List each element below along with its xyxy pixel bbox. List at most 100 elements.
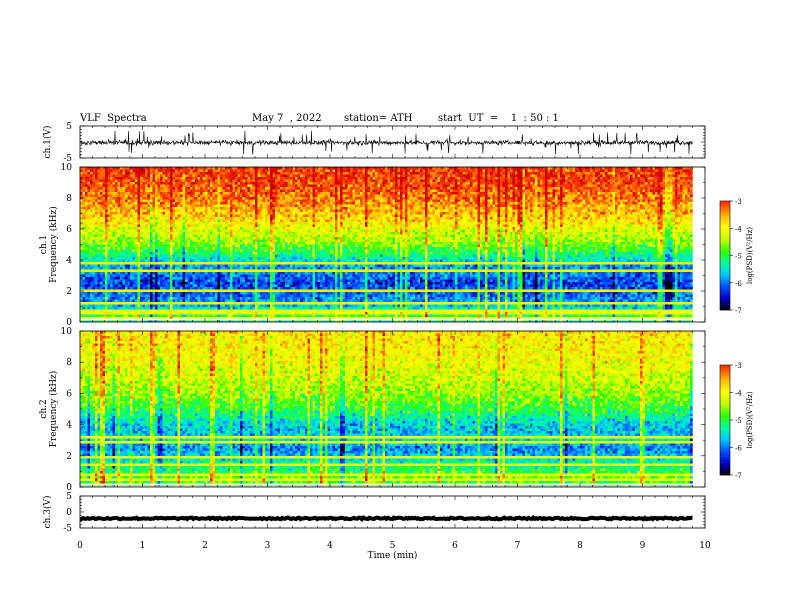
spectrogram-cell <box>180 289 183 293</box>
spectrogram-cell <box>257 237 261 240</box>
spectrogram-cell <box>215 209 218 213</box>
spectrogram-cell <box>177 204 181 208</box>
spectrogram-cell <box>137 179 141 183</box>
spectrogram-cell <box>102 219 106 223</box>
spectrogram-cell <box>197 249 201 253</box>
spectrogram-cell <box>182 167 186 170</box>
spectrogram-cell <box>92 254 96 258</box>
spectrogram-cell <box>110 297 113 300</box>
spectrogram-cell <box>182 312 186 315</box>
spectrogram-cell <box>235 219 238 223</box>
spectrogram-cell <box>140 172 143 175</box>
spectrogram-cell <box>227 219 231 223</box>
spectrogram-cell <box>235 292 238 295</box>
spectrogram-cell <box>127 227 131 230</box>
spectrogram-cell <box>235 237 238 240</box>
spectrogram-cell <box>205 307 208 310</box>
spectrogram-cell <box>145 232 148 235</box>
spectrogram-cell <box>237 224 241 228</box>
spectrogram-cell <box>127 299 131 303</box>
spectrogram-cell <box>177 222 181 225</box>
spectrogram-cell <box>190 194 193 198</box>
spectrogram-cell <box>132 249 136 253</box>
spectrogram-cell <box>227 184 231 188</box>
spectrogram-cell <box>102 192 106 195</box>
spectrogram-cell <box>177 242 181 245</box>
spectrogram-cell <box>277 219 281 223</box>
spectrogram-cell <box>250 239 253 243</box>
spectrogram-cell <box>112 282 116 285</box>
spectrogram-cell <box>255 207 258 210</box>
spectrogram-cell <box>265 319 268 323</box>
spectrogram-cell <box>182 217 186 220</box>
spectrogram-cell <box>247 179 251 183</box>
spectrogram-cell <box>275 294 278 298</box>
spectrogram-cell <box>265 264 268 268</box>
spectrogram-cell <box>162 167 166 170</box>
spectrogram-cell <box>230 229 233 233</box>
spectrogram-cell <box>87 272 91 275</box>
spectrogram-cell <box>267 299 271 303</box>
spectrogram-cell <box>165 237 168 240</box>
spectrogram-cell <box>167 167 171 170</box>
spectrogram-cell <box>267 302 271 305</box>
spectrogram-cell <box>132 194 136 198</box>
spectrogram-cell <box>235 249 238 253</box>
spectrogram-cell <box>225 297 228 300</box>
spectrogram-cell <box>207 304 211 308</box>
spectrogram-cell <box>235 267 238 270</box>
spectrogram-cell <box>167 287 171 290</box>
spectrogram-cell <box>80 279 83 283</box>
spectrogram-cell <box>127 294 131 298</box>
spectrogram-cell <box>182 227 186 230</box>
spectrogram-cell <box>217 309 221 313</box>
spectrogram-cell <box>87 289 91 293</box>
spectrogram-cell <box>135 249 138 253</box>
spectrogram-cell <box>260 167 263 170</box>
spectrogram-cell <box>167 292 171 295</box>
spectrogram-cell <box>252 309 256 313</box>
spectrogram-cell <box>225 194 228 198</box>
spectrogram-cell <box>157 252 161 255</box>
spectrogram-cell <box>215 194 218 198</box>
spectrogram-cell <box>112 264 116 268</box>
spectrogram-cell <box>82 189 86 193</box>
spectrogram-cell <box>195 294 198 298</box>
spectrogram-cell <box>262 267 266 270</box>
spectrogram-cell <box>225 262 228 265</box>
spectrogram-cell <box>277 269 281 273</box>
spectrogram-cell <box>270 217 273 220</box>
spectrogram-cell <box>95 289 98 293</box>
spectrogram-cell <box>102 174 106 178</box>
spectrogram-cell <box>237 284 241 288</box>
spectrogram-cell <box>147 274 151 278</box>
spectrogram-cell <box>147 179 151 183</box>
spectrogram-cell <box>192 239 196 243</box>
spectrogram-cell <box>157 197 161 200</box>
spectrogram-cell <box>175 259 178 263</box>
spectrogram-cell <box>182 232 186 235</box>
spectrogram-cell <box>170 222 173 225</box>
spectrogram-cell <box>270 282 273 285</box>
spectrogram-cell <box>237 302 241 305</box>
spectrogram-cell <box>122 294 126 298</box>
spectrogram-cell <box>170 302 173 305</box>
spectrogram-cell <box>240 212 243 215</box>
spectrogram-cell <box>155 249 158 253</box>
spectrogram-cell <box>122 272 126 275</box>
spectrogram-cell <box>197 219 201 223</box>
spectrogram-cell <box>150 297 153 300</box>
spectrogram-cell <box>200 239 203 243</box>
spectrogram-cell <box>240 264 243 268</box>
spectrogram-cell <box>120 279 123 283</box>
spectrogram-cell <box>215 267 218 270</box>
spectrogram-cell <box>165 284 168 288</box>
spectrogram-cell <box>127 229 131 233</box>
spectrogram-cell <box>197 294 201 298</box>
spectrogram-cell <box>207 194 211 198</box>
spectrogram-cell <box>262 174 266 178</box>
spectrogram-cell <box>190 222 193 225</box>
spectrogram-cell <box>240 299 243 303</box>
spectrogram-cell <box>95 242 98 245</box>
spectrogram-cell <box>215 282 218 285</box>
